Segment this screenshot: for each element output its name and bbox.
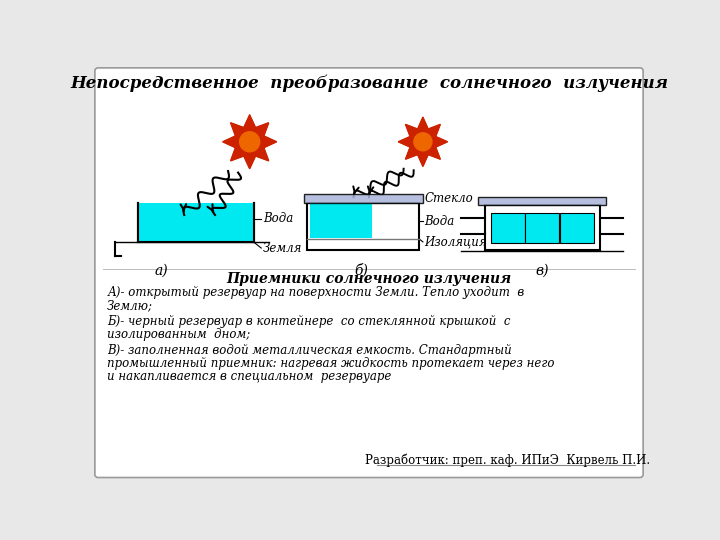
Text: Б)- черный резервуар в контейнере  со стеклянной крышкой  с: Б)- черный резервуар в контейнере со сте…	[107, 315, 510, 328]
Text: А)- открытый резервуар на поверхности Земли. Тепло уходит  в: А)- открытый резервуар на поверхности Зе…	[107, 286, 524, 299]
Bar	[478, 197, 606, 205]
Text: В)- заполненная водой металлическая емкость. Стандартный: В)- заполненная водой металлическая емко…	[107, 345, 512, 357]
Polygon shape	[222, 115, 276, 168]
Text: в): в)	[536, 264, 549, 278]
Text: изолированным  дном;: изолированным дном;	[107, 328, 251, 341]
Text: Непосредственное  преобразование  солнечного  излучения: Непосредственное преобразование солнечно…	[70, 74, 668, 92]
Circle shape	[414, 133, 432, 151]
Polygon shape	[398, 117, 448, 166]
Bar	[138, 204, 253, 242]
Text: и накапливается в специальном  резервуаре: и накапливается в специальном резервуаре	[107, 370, 392, 383]
Text: Приемники солнечного излучения: Приемники солнечного излучения	[226, 272, 512, 286]
Bar	[490, 213, 525, 244]
Text: б): б)	[354, 264, 368, 278]
Text: Земля: Земля	[263, 241, 302, 254]
Text: промышленный приемник: нагревая жидкость протекает через него: промышленный приемник: нагревая жидкость…	[107, 357, 554, 370]
Circle shape	[240, 132, 260, 152]
Bar	[485, 205, 600, 249]
Text: Разработчик: преп. каф. ИПиЭ  Кирвель П.И.: Разработчик: преп. каф. ИПиЭ Кирвель П.И…	[365, 453, 650, 467]
Circle shape	[234, 126, 265, 157]
Text: Изоляция: Изоляция	[425, 235, 487, 248]
Circle shape	[409, 128, 437, 156]
FancyBboxPatch shape	[95, 68, 643, 477]
Text: а): а)	[154, 264, 168, 278]
Bar	[307, 204, 419, 249]
Text: Стекло: Стекло	[425, 192, 473, 205]
Bar	[310, 204, 372, 238]
Bar	[526, 213, 559, 244]
Text: Землю;: Землю;	[107, 299, 153, 312]
Text: Вода: Вода	[263, 212, 293, 225]
Bar	[304, 194, 423, 204]
Text: Вода: Вода	[425, 214, 455, 228]
Bar	[560, 213, 594, 244]
